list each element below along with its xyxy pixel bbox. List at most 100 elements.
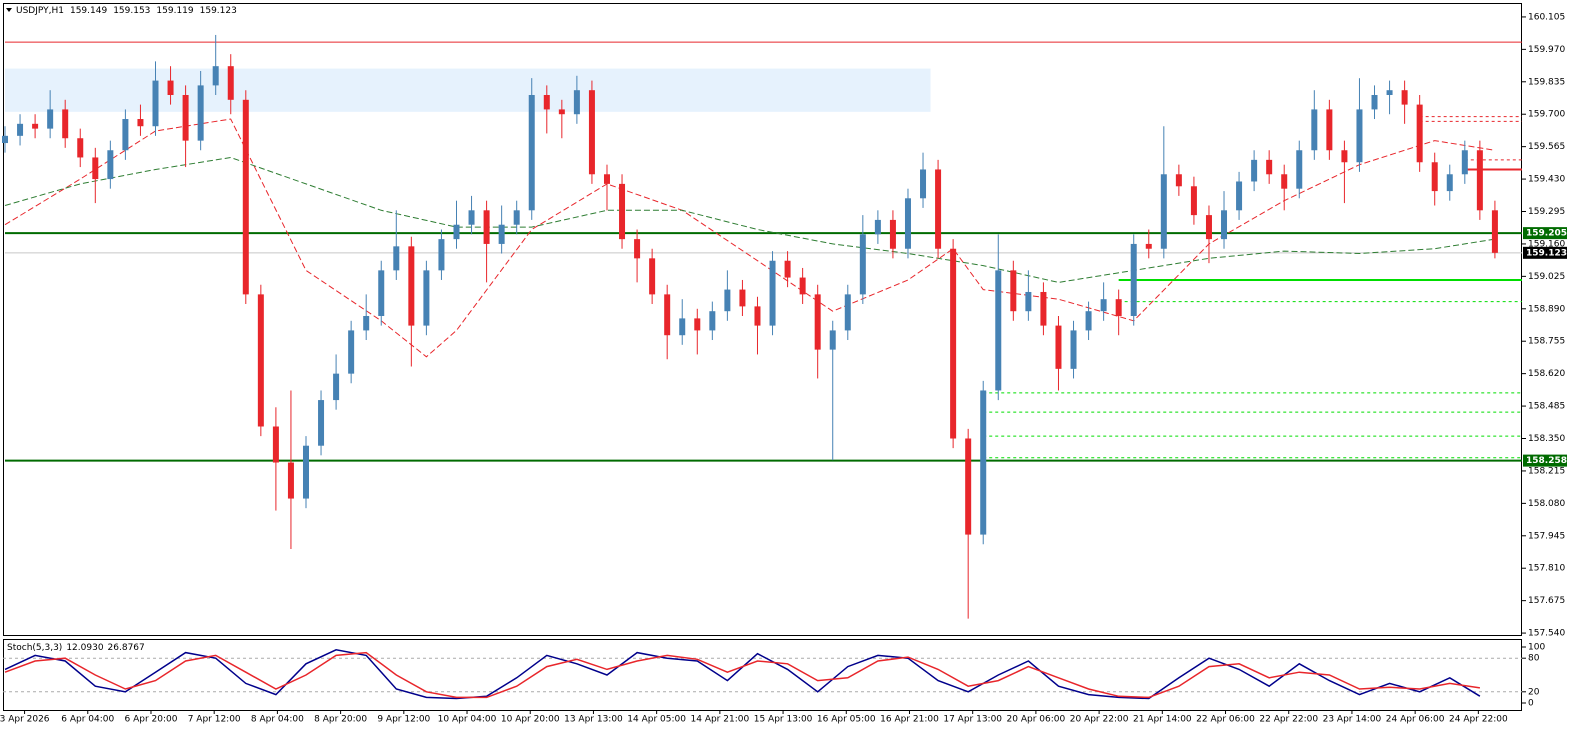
quote-value: 159.123	[200, 6, 237, 16]
candle-body	[1190, 186, 1197, 216]
price-label: 159.123	[1526, 248, 1567, 258]
x-tick-label: 7 Apr 12:00	[188, 715, 241, 725]
candle-body	[333, 373, 340, 401]
x-tick-label: 6 Apr 20:00	[124, 715, 177, 725]
candle-body	[904, 198, 911, 249]
candle-body	[513, 210, 520, 225]
candle-body	[302, 445, 309, 499]
candle-body	[649, 258, 656, 295]
y-tick-label: 158.755	[1528, 337, 1565, 347]
candle-body	[603, 174, 610, 184]
candle-body	[1401, 90, 1408, 105]
zone	[5, 68, 931, 112]
candle-body	[1145, 243, 1152, 249]
candle-body	[1326, 109, 1333, 151]
candle-body	[197, 85, 204, 141]
y-tick-label: 158.485	[1528, 402, 1565, 412]
x-tick-label: 14 Apr 05:00	[627, 715, 686, 725]
candle-body	[1085, 311, 1092, 331]
y-tick-label: 157.810	[1528, 564, 1565, 574]
y-tick-label: 158.620	[1528, 369, 1565, 379]
candle-body	[1491, 210, 1498, 253]
x-tick-label: 3 Apr 2026	[0, 715, 50, 725]
candle-body	[920, 169, 927, 199]
x-tick-label: 23 Apr 14:00	[1323, 715, 1382, 725]
candle-body	[77, 138, 84, 158]
y-tick-label: 0	[1528, 699, 1534, 709]
y-tick-label: 158.350	[1528, 434, 1565, 444]
candle-body	[453, 224, 460, 240]
candle-body	[1266, 159, 1273, 175]
candle-body	[844, 294, 851, 331]
y-tick-label: 159.160	[1528, 239, 1565, 249]
candle-body	[1070, 330, 1077, 369]
candle-body	[1236, 181, 1243, 211]
candle-body	[212, 66, 219, 86]
candle-body	[1311, 109, 1318, 151]
candle-body	[1446, 174, 1453, 192]
candle-body	[227, 66, 234, 100]
candle-body	[318, 400, 325, 446]
candle-body	[1386, 90, 1393, 96]
candle-body	[1025, 291, 1032, 312]
symbol: USDJPY,H1	[16, 6, 64, 16]
candle-body	[32, 123, 39, 129]
candle-body	[2, 135, 9, 144]
candle-body	[272, 426, 279, 463]
indicator-name: Stoch(5,3,3)	[7, 643, 62, 653]
main-panel-frame	[3, 3, 1522, 636]
candle-body	[694, 318, 701, 331]
candle-body	[152, 80, 159, 127]
candle-body	[739, 289, 746, 307]
price-label: 159.205	[1526, 229, 1567, 239]
candle-body	[769, 260, 776, 326]
candle-body	[62, 109, 69, 139]
moving-average	[4, 118, 1495, 358]
x-tick-label: 22 Apr 22:00	[1259, 715, 1318, 725]
x-tick-label: 13 Apr 13:00	[564, 715, 623, 725]
x-tick-label: 21 Apr 14:00	[1133, 715, 1192, 725]
candle-body	[558, 109, 565, 115]
y-tick-label: 158.890	[1528, 304, 1565, 314]
chart-header: USDJPY,H1 159.149 159.153 159.119 159.123	[16, 6, 237, 16]
candle-body	[348, 330, 355, 374]
candle-body	[17, 123, 24, 136]
candle-body	[137, 119, 144, 127]
y-tick-label: 159.700	[1528, 110, 1565, 120]
x-tick-label: 10 Apr 04:00	[438, 715, 497, 725]
x-tick-label: 9 Apr 12:00	[377, 715, 430, 725]
candle-body	[1281, 174, 1288, 189]
candle-body	[1175, 174, 1182, 187]
candle-body	[1371, 95, 1378, 110]
candle-body	[874, 219, 881, 235]
candle-body	[543, 95, 550, 110]
y-tick-label: 159.565	[1528, 142, 1565, 152]
y-tick-label: 159.430	[1528, 175, 1565, 185]
y-tick-label: 20	[1528, 687, 1540, 697]
candle-body	[47, 109, 54, 129]
y-tick-label: 157.675	[1528, 596, 1565, 606]
candle-body	[995, 270, 1002, 391]
candle-body	[634, 239, 641, 259]
y-tick-label: 100	[1528, 643, 1545, 653]
indicator-value: 26.8767	[108, 643, 145, 653]
candle-body	[859, 234, 866, 295]
candle-body	[1251, 159, 1258, 182]
quote-value: 159.149	[70, 6, 107, 16]
y-tick-label: 159.970	[1528, 45, 1565, 55]
header-arrow	[6, 8, 12, 12]
candle-body	[1431, 162, 1438, 192]
y-tick-label: 159.835	[1528, 77, 1565, 87]
x-tick-label: 24 Apr 06:00	[1386, 715, 1445, 725]
candle-body	[92, 157, 99, 180]
price-label-box	[1523, 454, 1567, 467]
candle-body	[679, 318, 686, 336]
candle-body	[1040, 291, 1047, 326]
quote-value: 159.153	[113, 6, 150, 16]
x-tick-label: 8 Apr 20:00	[314, 715, 367, 725]
candle-body	[438, 239, 445, 271]
candle-body	[483, 210, 490, 244]
candle-body	[1100, 299, 1107, 312]
price-label-box	[1523, 227, 1567, 240]
